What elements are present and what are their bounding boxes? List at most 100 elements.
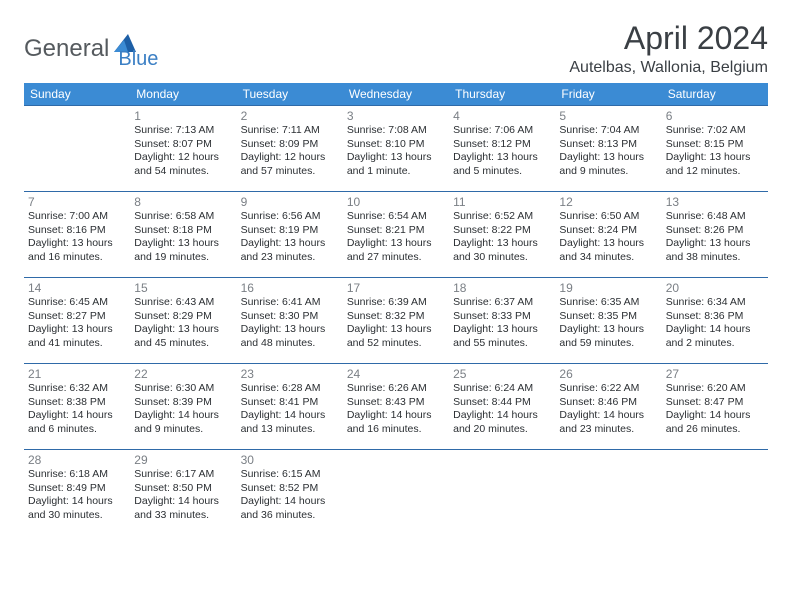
sunset-text: Sunset: 8:32 PM (347, 310, 445, 323)
day-number: 30 (241, 453, 339, 467)
sunrise-text: Sunrise: 6:34 AM (666, 296, 764, 309)
day-number: 22 (134, 367, 232, 381)
calendar-day-cell: 4Sunrise: 7:06 AMSunset: 8:12 PMDaylight… (449, 106, 555, 192)
day-data: Sunrise: 6:17 AMSunset: 8:50 PMDaylight:… (132, 468, 232, 522)
logo-text-general: General (24, 35, 109, 63)
logo-text-blue: Blue (118, 48, 158, 71)
daylight-text: Daylight: 13 hours (453, 151, 551, 164)
sunrise-text: Sunrise: 7:13 AM (134, 124, 232, 137)
day-number: 28 (28, 453, 126, 467)
day-data: Sunrise: 6:50 AMSunset: 8:24 PMDaylight:… (557, 210, 657, 264)
day-data: Sunrise: 6:58 AMSunset: 8:18 PMDaylight:… (132, 210, 232, 264)
sunset-text: Sunset: 8:24 PM (559, 224, 657, 237)
daylight-text: Daylight: 14 hours (28, 495, 126, 508)
sunrise-text: Sunrise: 6:17 AM (134, 468, 232, 481)
daylight-text: Daylight: 13 hours (347, 237, 445, 250)
daylight-text: and 36 minutes. (241, 509, 339, 522)
day-data: Sunrise: 7:13 AMSunset: 8:07 PMDaylight:… (132, 124, 232, 178)
calendar-day-cell: 12Sunrise: 6:50 AMSunset: 8:24 PMDayligh… (555, 192, 661, 278)
calendar-day-cell: 28Sunrise: 6:18 AMSunset: 8:49 PMDayligh… (24, 450, 130, 536)
calendar-day-cell: 30Sunrise: 6:15 AMSunset: 8:52 PMDayligh… (237, 450, 343, 536)
calendar-day-cell: 20Sunrise: 6:34 AMSunset: 8:36 PMDayligh… (662, 278, 768, 364)
day-number: 29 (134, 453, 232, 467)
daylight-text: Daylight: 14 hours (134, 495, 232, 508)
daylight-text: Daylight: 13 hours (559, 323, 657, 336)
daylight-text: Daylight: 14 hours (666, 323, 764, 336)
sunrise-text: Sunrise: 6:58 AM (134, 210, 232, 223)
day-number: 27 (666, 367, 764, 381)
page-title: April 2024 (569, 20, 768, 57)
sunrise-text: Sunrise: 6:39 AM (347, 296, 445, 309)
sunset-text: Sunset: 8:13 PM (559, 138, 657, 151)
day-data: Sunrise: 6:41 AMSunset: 8:30 PMDaylight:… (239, 296, 339, 350)
weekday-header-row: Sunday Monday Tuesday Wednesday Thursday… (24, 83, 768, 106)
calendar-table: Sunday Monday Tuesday Wednesday Thursday… (24, 83, 768, 536)
day-data: Sunrise: 6:28 AMSunset: 8:41 PMDaylight:… (239, 382, 339, 436)
sunset-text: Sunset: 8:15 PM (666, 138, 764, 151)
calendar-day-cell: 15Sunrise: 6:43 AMSunset: 8:29 PMDayligh… (130, 278, 236, 364)
day-number: 26 (559, 367, 657, 381)
daylight-text: and 23 minutes. (241, 251, 339, 264)
sunrise-text: Sunrise: 6:43 AM (134, 296, 232, 309)
daylight-text: and 20 minutes. (453, 423, 551, 436)
day-number: 3 (347, 109, 445, 123)
header: General Blue April 2024 Autelbas, Wallon… (24, 20, 768, 77)
sunset-text: Sunset: 8:18 PM (134, 224, 232, 237)
daylight-text: Daylight: 14 hours (241, 495, 339, 508)
sunrise-text: Sunrise: 7:00 AM (28, 210, 126, 223)
calendar-day-cell (449, 450, 555, 536)
sunset-text: Sunset: 8:19 PM (241, 224, 339, 237)
daylight-text: Daylight: 14 hours (559, 409, 657, 422)
daylight-text: and 12 minutes. (666, 165, 764, 178)
weekday-header: Saturday (662, 83, 768, 106)
sunset-text: Sunset: 8:33 PM (453, 310, 551, 323)
sunrise-text: Sunrise: 6:35 AM (559, 296, 657, 309)
day-data: Sunrise: 7:08 AMSunset: 8:10 PMDaylight:… (345, 124, 445, 178)
calendar-day-cell: 11Sunrise: 6:52 AMSunset: 8:22 PMDayligh… (449, 192, 555, 278)
daylight-text: and 19 minutes. (134, 251, 232, 264)
day-number: 23 (241, 367, 339, 381)
daylight-text: Daylight: 13 hours (453, 323, 551, 336)
title-block: April 2024 Autelbas, Wallonia, Belgium (569, 20, 768, 77)
sunset-text: Sunset: 8:52 PM (241, 482, 339, 495)
daylight-text: and 27 minutes. (347, 251, 445, 264)
sunset-text: Sunset: 8:09 PM (241, 138, 339, 151)
daylight-text: Daylight: 14 hours (134, 409, 232, 422)
daylight-text: and 5 minutes. (453, 165, 551, 178)
calendar-day-cell: 17Sunrise: 6:39 AMSunset: 8:32 PMDayligh… (343, 278, 449, 364)
day-number: 16 (241, 281, 339, 295)
calendar-day-cell: 22Sunrise: 6:30 AMSunset: 8:39 PMDayligh… (130, 364, 236, 450)
day-number: 8 (134, 195, 232, 209)
calendar-day-cell: 23Sunrise: 6:28 AMSunset: 8:41 PMDayligh… (237, 364, 343, 450)
calendar-day-cell (555, 450, 661, 536)
day-data: Sunrise: 6:15 AMSunset: 8:52 PMDaylight:… (239, 468, 339, 522)
sunrise-text: Sunrise: 6:15 AM (241, 468, 339, 481)
daylight-text: and 30 minutes. (28, 509, 126, 522)
day-data: Sunrise: 7:06 AMSunset: 8:12 PMDaylight:… (451, 124, 551, 178)
day-number: 12 (559, 195, 657, 209)
weekday-header: Friday (555, 83, 661, 106)
daylight-text: Daylight: 13 hours (559, 237, 657, 250)
sunrise-text: Sunrise: 6:18 AM (28, 468, 126, 481)
day-number: 9 (241, 195, 339, 209)
sunrise-text: Sunrise: 6:56 AM (241, 210, 339, 223)
calendar-day-cell: 6Sunrise: 7:02 AMSunset: 8:15 PMDaylight… (662, 106, 768, 192)
sunset-text: Sunset: 8:49 PM (28, 482, 126, 495)
daylight-text: Daylight: 14 hours (666, 409, 764, 422)
daylight-text: and 9 minutes. (559, 165, 657, 178)
calendar-day-cell: 10Sunrise: 6:54 AMSunset: 8:21 PMDayligh… (343, 192, 449, 278)
daylight-text: Daylight: 14 hours (453, 409, 551, 422)
daylight-text: Daylight: 13 hours (134, 323, 232, 336)
sunset-text: Sunset: 8:22 PM (453, 224, 551, 237)
sunrise-text: Sunrise: 7:08 AM (347, 124, 445, 137)
sunset-text: Sunset: 8:35 PM (559, 310, 657, 323)
sunset-text: Sunset: 8:41 PM (241, 396, 339, 409)
sunset-text: Sunset: 8:27 PM (28, 310, 126, 323)
sunset-text: Sunset: 8:10 PM (347, 138, 445, 151)
daylight-text: Daylight: 13 hours (28, 323, 126, 336)
day-data: Sunrise: 6:37 AMSunset: 8:33 PMDaylight:… (451, 296, 551, 350)
day-number: 11 (453, 195, 551, 209)
calendar-day-cell: 24Sunrise: 6:26 AMSunset: 8:43 PMDayligh… (343, 364, 449, 450)
sunset-text: Sunset: 8:29 PM (134, 310, 232, 323)
day-data: Sunrise: 7:11 AMSunset: 8:09 PMDaylight:… (239, 124, 339, 178)
